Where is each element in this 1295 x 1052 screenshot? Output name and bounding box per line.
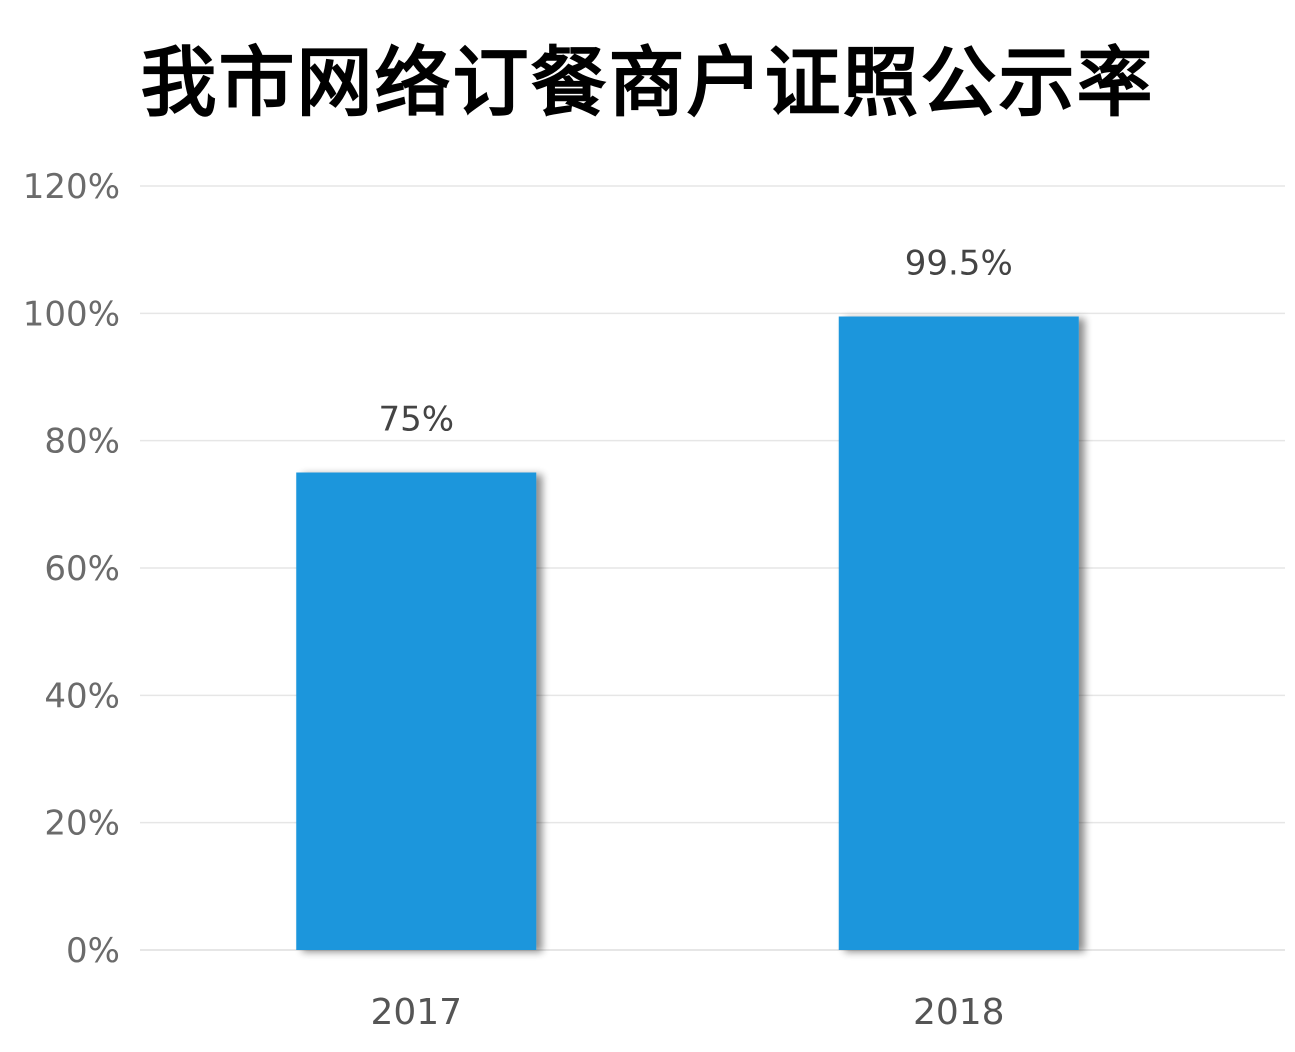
bar-2017 [296, 472, 537, 950]
x-tick-label-2017: 2017 [370, 992, 462, 1033]
bars [296, 316, 1079, 950]
y-tick-label: 120% [23, 167, 120, 207]
chart-title: 我市网络订餐商户证照公示率 [140, 38, 1155, 127]
y-tick-label: 40% [44, 676, 120, 716]
data-labels: 75% 99.5% [378, 244, 1012, 440]
y-tick-label: 0% [66, 931, 120, 971]
y-tick-label: 20% [44, 804, 120, 844]
y-tick-label: 60% [44, 549, 120, 589]
y-tick-label: 100% [23, 294, 120, 334]
data-label-2017: 75% [378, 400, 454, 440]
y-axis-ticks: 0% 20% 40% 60% 80% 100% 120% [23, 167, 120, 971]
y-tick-label: 80% [44, 422, 120, 462]
x-tick-label-2018: 2018 [913, 992, 1005, 1033]
bar-2018 [838, 316, 1079, 950]
data-label-2018: 99.5% [905, 244, 1013, 284]
x-axis-ticks: 2017 2018 [370, 992, 1004, 1033]
